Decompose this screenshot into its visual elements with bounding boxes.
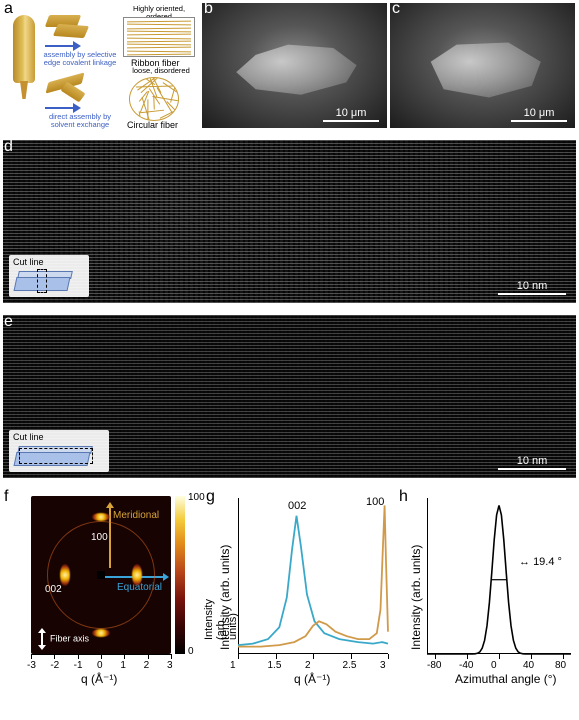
scalebar-d: 10 nm <box>498 280 566 296</box>
cutline-text: Cut line <box>13 257 44 267</box>
caption-bottom-heading: loose, disordered <box>123 67 199 75</box>
panel-g-chart: 002 100 Intensity (arb. units) q (Å⁻¹) 1… <box>204 490 394 716</box>
ribbon-fiber-icon <box>123 17 195 57</box>
xlabel-g: q (Å⁻¹) <box>294 672 330 686</box>
colorbar-min: 0 <box>188 646 194 657</box>
caption-bottom-arrow: direct assembly by solvent exchange <box>41 113 119 130</box>
nanosheet-icon <box>53 24 89 38</box>
colorbar <box>175 496 185 654</box>
panel-d-tem: Cut line 10 nm <box>3 140 576 303</box>
panel-label-f: f <box>4 488 8 506</box>
fiber-axis-label: Fiber axis <box>37 630 89 648</box>
scalebar-text: 10 μm <box>524 107 555 119</box>
scalebar-text: 10 nm <box>517 455 548 467</box>
panel-label-g: g <box>206 488 215 506</box>
panel-label-e: e <box>4 313 13 331</box>
fwhm-label: ↔ 19.4 ° <box>519 556 562 568</box>
caption-top-arrow: assembly by selective edge covalent link… <box>41 51 119 68</box>
panel-label-c: c <box>392 0 400 18</box>
sem-fiber-shape <box>418 34 548 103</box>
panel-e-tem: Cut line 10 nm <box>3 315 576 478</box>
chart-svg <box>397 490 576 690</box>
prism-icon <box>15 446 101 468</box>
cutline-badge-d: Cut line <box>9 255 89 297</box>
cutline-badge-e: Cut line <box>9 430 109 472</box>
cutline-text: Cut line <box>13 432 44 442</box>
xlabel-f: q (Å⁻¹) <box>81 672 117 686</box>
scalebar-c: 10 μm <box>511 107 567 123</box>
sem-fiber-shape <box>230 34 360 103</box>
scalebar-b: 10 μm <box>323 107 379 123</box>
panel-a-schematic: assembly by selective edge covalent link… <box>3 3 199 128</box>
scalebar-text: 10 μm <box>336 107 367 119</box>
peak-100-label: 100 <box>366 496 384 508</box>
fiber-axis-text: Fiber axis <box>50 633 89 643</box>
meridional-label: Meridional <box>113 510 159 521</box>
ylabel-h: Intensity (arb. units) <box>409 545 423 650</box>
panel-h-chart: Intensity (arb. units) Azimuthal angle (… <box>397 490 576 716</box>
panel-c-sem: 10 μm <box>390 3 575 128</box>
peak-002-label: 002 <box>288 500 306 512</box>
diffraction-pattern: Meridional Equatorial 100 002 Fiber axis <box>31 496 171 654</box>
panel-label-a: a <box>4 0 13 18</box>
ylabel-g: Intensity (arb. units) <box>218 545 232 650</box>
panel-label-d: d <box>4 138 13 156</box>
scalebar-e: 10 nm <box>498 455 566 471</box>
nanosheet-icon <box>60 82 85 103</box>
panel-f-diffraction: Meridional Equatorial 100 002 Fiber axis… <box>3 490 201 716</box>
panel-label-h: h <box>399 488 408 506</box>
xlabel-h: Azimuthal angle (°) <box>455 672 557 686</box>
circular-fiber-icon <box>129 77 179 121</box>
caption-circular: Circular fiber <box>127 121 178 131</box>
panel-label-b: b <box>204 0 213 18</box>
fwhm-value: 19.4 ° <box>533 556 562 568</box>
panel-b-sem: 10 μm <box>202 3 387 128</box>
colorbar-max: 100 <box>188 492 205 503</box>
extruder-icon <box>7 7 41 107</box>
scalebar-text: 10 nm <box>517 280 548 292</box>
prism-icon <box>15 271 81 293</box>
